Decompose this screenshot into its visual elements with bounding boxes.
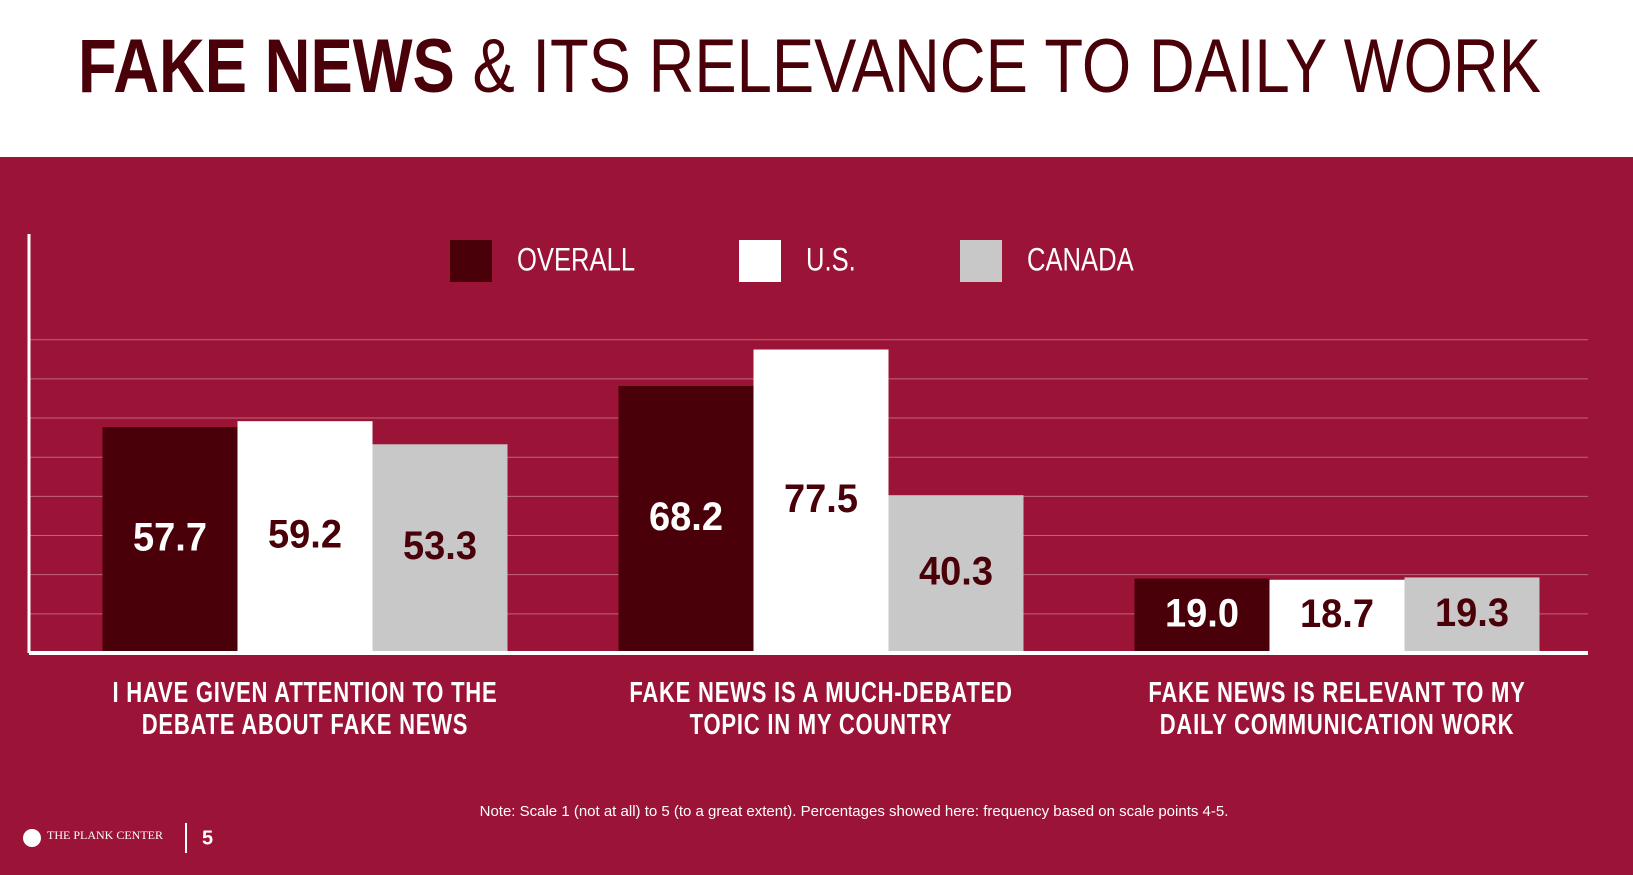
x-tick-label: I HAVE GIVEN ATTENTION TO THE DEBATE ABO… — [112, 677, 498, 741]
legend-label: U.S. — [806, 243, 856, 278]
value-label: 53.3 — [403, 524, 477, 568]
chart-title: FAKE NEWS & ITS RELEVANCE TO DAILY WORK — [78, 24, 1541, 109]
value-label: 57.7 — [133, 516, 207, 560]
value-label: 19.3 — [1435, 591, 1509, 635]
bar — [618, 385, 754, 653]
note: Note: Scale 1 (not at all) to 5 (to a gr… — [480, 803, 1229, 820]
title-bold: FAKE NEWS — [78, 24, 455, 109]
bar — [1269, 579, 1405, 653]
legend-label: OVERALL — [517, 243, 635, 278]
legend-swatch — [450, 240, 492, 282]
bar — [372, 444, 508, 653]
bar — [753, 349, 889, 653]
footer-logo: THE PLANK CENTER — [47, 828, 163, 842]
bar — [237, 421, 373, 653]
value-label: 40.3 — [919, 550, 993, 594]
value-label: 77.5 — [784, 477, 858, 521]
x-tick-label: FAKE NEWS IS A MUCH-DEBATED TOPIC IN MY … — [629, 677, 1013, 741]
title-rest: & ITS RELEVANCE TO DAILY WORK — [472, 24, 1541, 109]
value-label: 68.2 — [649, 495, 723, 539]
page-number: 5 — [202, 827, 213, 849]
value-label: 19.0 — [1165, 591, 1239, 635]
value-label: 18.7 — [1300, 592, 1374, 636]
legend-label: CANADA — [1027, 243, 1134, 278]
x-tick-label: FAKE NEWS IS RELEVANT TO MY DAILY COMMUN… — [1148, 677, 1526, 741]
legend-swatch — [739, 240, 781, 282]
value-label: 59.2 — [268, 513, 342, 557]
logo-icon — [23, 829, 41, 847]
legend-swatch — [960, 240, 1002, 282]
bar — [888, 495, 1024, 653]
bar — [1404, 577, 1540, 653]
bar — [102, 427, 238, 653]
bar — [1134, 578, 1270, 653]
